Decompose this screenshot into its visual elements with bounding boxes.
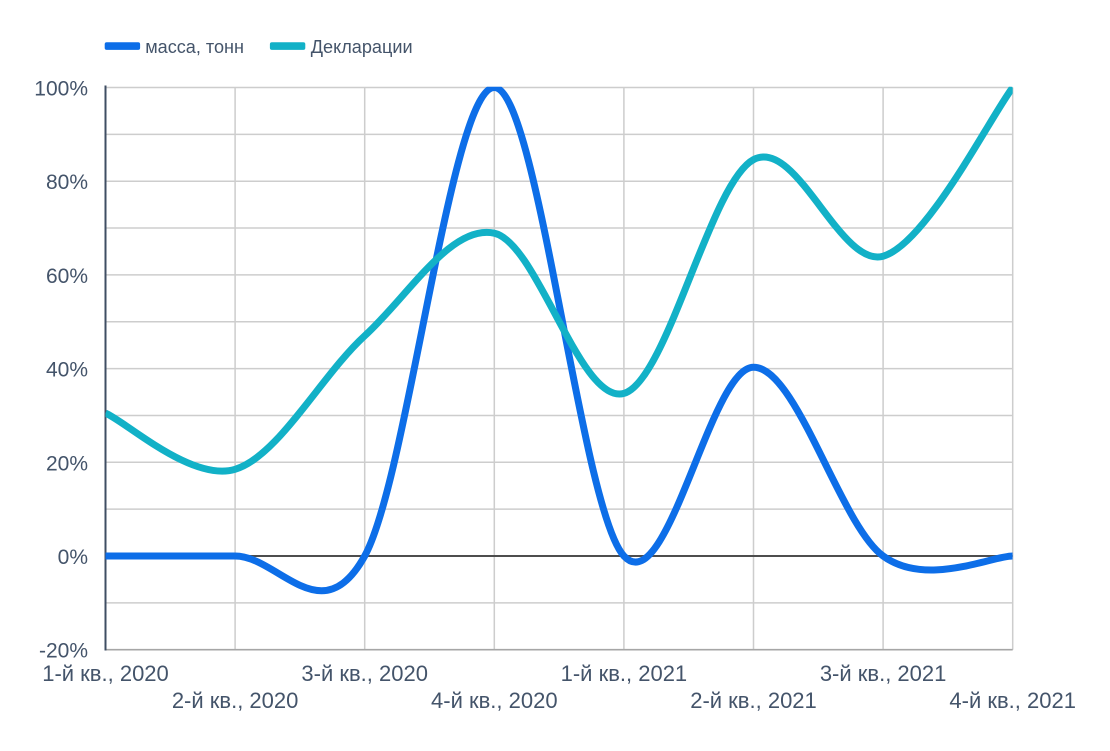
svg-text:-20%: -20% (39, 640, 88, 663)
svg-text:0%: 0% (58, 546, 88, 569)
svg-text:2-й кв., 2021: 2-й кв., 2021 (690, 688, 817, 713)
svg-text:80%: 80% (46, 171, 88, 194)
svg-text:40%: 40% (46, 359, 88, 382)
svg-text:1-й кв., 2020: 1-й кв., 2020 (42, 661, 169, 686)
svg-text:60%: 60% (46, 265, 88, 288)
svg-text:3-й кв., 2020: 3-й кв., 2020 (301, 661, 428, 686)
svg-text:Декларации: Декларации (311, 37, 413, 57)
svg-text:масса, тонн: масса, тонн (145, 37, 244, 57)
svg-text:20%: 20% (46, 452, 88, 475)
svg-text:100%: 100% (34, 78, 88, 101)
svg-text:2-й кв., 2020: 2-й кв., 2020 (172, 688, 299, 713)
svg-text:3-й кв., 2021: 3-й кв., 2021 (820, 661, 947, 686)
svg-text:1-й кв., 2021: 1-й кв., 2021 (561, 661, 688, 686)
svg-text:4-й кв., 2020: 4-й кв., 2020 (431, 688, 558, 713)
svg-text:4-й кв., 2021: 4-й кв., 2021 (949, 688, 1076, 713)
